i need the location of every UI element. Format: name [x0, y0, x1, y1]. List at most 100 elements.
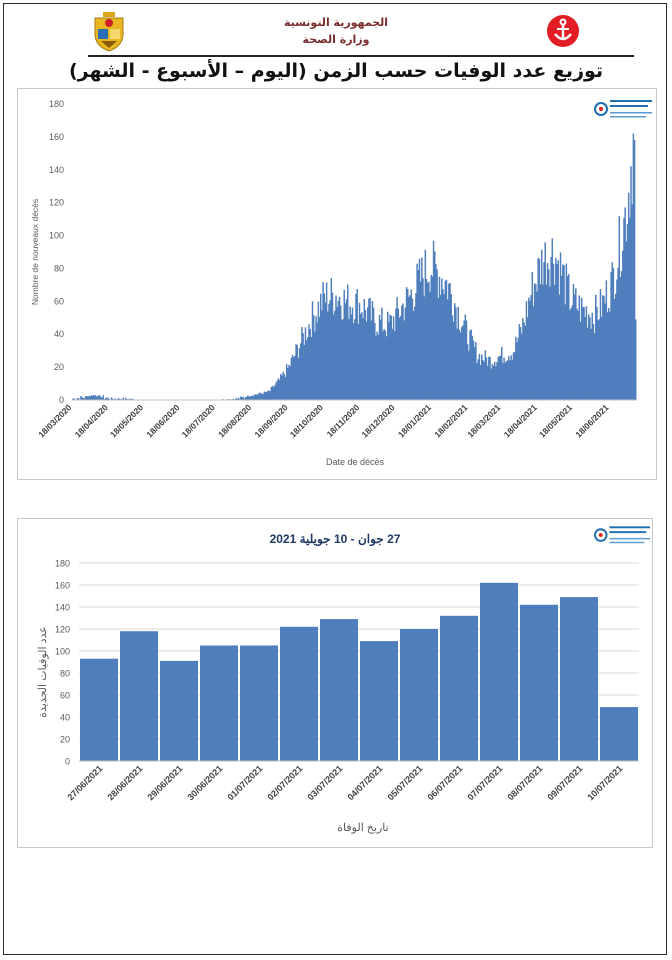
daily-bar: [531, 272, 534, 400]
daily-bar: [535, 284, 537, 400]
daily-bar: [569, 310, 571, 400]
daily-bar: [598, 319, 601, 400]
daily-bar: [549, 286, 551, 400]
daily-bar: [91, 395, 94, 400]
daily-bar: [240, 396, 242, 400]
period-bar: [320, 619, 358, 761]
daily-bar: [486, 365, 489, 400]
daily-bar: [616, 279, 618, 400]
x-tick-label: 18/12/2020: [359, 402, 396, 439]
daily-bar: [269, 390, 271, 400]
daily-bar: [388, 322, 390, 400]
x-tick-label: 18/03/2021: [465, 402, 502, 439]
y-tick-label: 120: [55, 625, 70, 635]
daily-bar: [272, 387, 275, 400]
x-tick-label: 18/07/2020: [180, 402, 217, 439]
daily-bar: [322, 282, 324, 400]
daily-bar: [106, 397, 108, 400]
daily-bar: [283, 374, 286, 400]
daily-bar: [274, 385, 276, 400]
daily-bar: [501, 346, 503, 400]
daily-bar: [84, 396, 87, 400]
daily-bar: [244, 396, 247, 400]
daily-bar: [417, 269, 420, 400]
y-tick-label: 160: [55, 581, 70, 591]
daily-bar: [334, 310, 336, 400]
daily-bar: [516, 342, 518, 400]
daily-bar: [76, 398, 79, 400]
red-crescent-anchor-icon: [547, 15, 579, 47]
daily-bar: [578, 295, 581, 400]
daily-bar: [352, 323, 355, 400]
daily-bar: [529, 300, 531, 400]
period-bar: [440, 615, 478, 761]
daily-bar: [418, 258, 421, 400]
daily-bar: [371, 301, 374, 400]
daily-bar: [81, 397, 83, 400]
daily-bar: [362, 318, 364, 400]
daily-bar: [568, 274, 570, 400]
daily-bar: [385, 336, 388, 400]
daily-bar: [255, 394, 257, 400]
daily-bar: [324, 302, 327, 400]
daily-bar: [630, 166, 632, 400]
x-tick-label: 18/08/2020: [216, 402, 253, 439]
daily-bar: [635, 319, 637, 400]
daily-bar: [268, 391, 270, 400]
daily-bar: [512, 352, 515, 400]
daily-bar: [593, 333, 596, 400]
daily-bar: [426, 283, 429, 400]
daily-bar: [73, 398, 75, 400]
daily-bar: [439, 294, 442, 400]
x-axis-title-2: تاريخ الوفاة: [337, 822, 388, 834]
daily-bar: [236, 398, 239, 400]
daily-bar: [599, 289, 602, 400]
daily-bar: [94, 395, 96, 400]
daily-bar: [277, 378, 280, 400]
period-bar: [200, 645, 238, 761]
daily-bar: [582, 307, 584, 400]
daily-bar: [449, 283, 451, 400]
period-bar: [360, 641, 398, 761]
daily-bar: [377, 334, 380, 400]
daily-bar: [249, 396, 251, 400]
daily-bar: [455, 307, 457, 400]
x-tick-label: 09/07/2021: [545, 763, 584, 802]
daily-bar: [452, 321, 455, 400]
daily-bar: [523, 322, 525, 400]
daily-bar: [544, 242, 546, 400]
daily-bar: [80, 396, 82, 400]
daily-bar: [513, 351, 516, 400]
daily-bar: [626, 224, 629, 400]
daily-bar: [367, 307, 369, 400]
daily-bar: [453, 303, 456, 400]
daily-bar: [571, 305, 574, 400]
period-bar: [80, 658, 118, 761]
daily-bar: [498, 355, 501, 400]
daily-bar: [591, 312, 593, 400]
daily-bar: [261, 393, 263, 400]
daily-bar: [559, 252, 562, 400]
daily-bar: [444, 280, 447, 400]
daily-bar: [425, 278, 428, 400]
x-tick-label: 30/06/2021: [185, 763, 224, 802]
y-tick-label: 180: [49, 99, 64, 109]
daily-bar: [280, 374, 282, 400]
daily-bar: [627, 192, 630, 400]
daily-bar: [227, 398, 229, 400]
daily-bar: [72, 398, 74, 400]
daily-bar: [606, 312, 609, 400]
x-tick-label: 04/07/2021: [345, 763, 384, 802]
y-tick-label: 120: [49, 198, 64, 208]
daily-bar: [552, 263, 555, 400]
daily-bar: [295, 344, 297, 400]
daily-bar: [497, 357, 499, 400]
period-bar: [240, 645, 278, 761]
daily-bar: [502, 363, 504, 400]
y-tick-label: 20: [60, 735, 70, 745]
daily-bar: [87, 396, 89, 400]
daily-bar: [410, 289, 412, 400]
x-tick-label: 03/07/2021: [305, 763, 344, 802]
daily-bar: [558, 294, 561, 400]
daily-bar: [524, 325, 526, 400]
